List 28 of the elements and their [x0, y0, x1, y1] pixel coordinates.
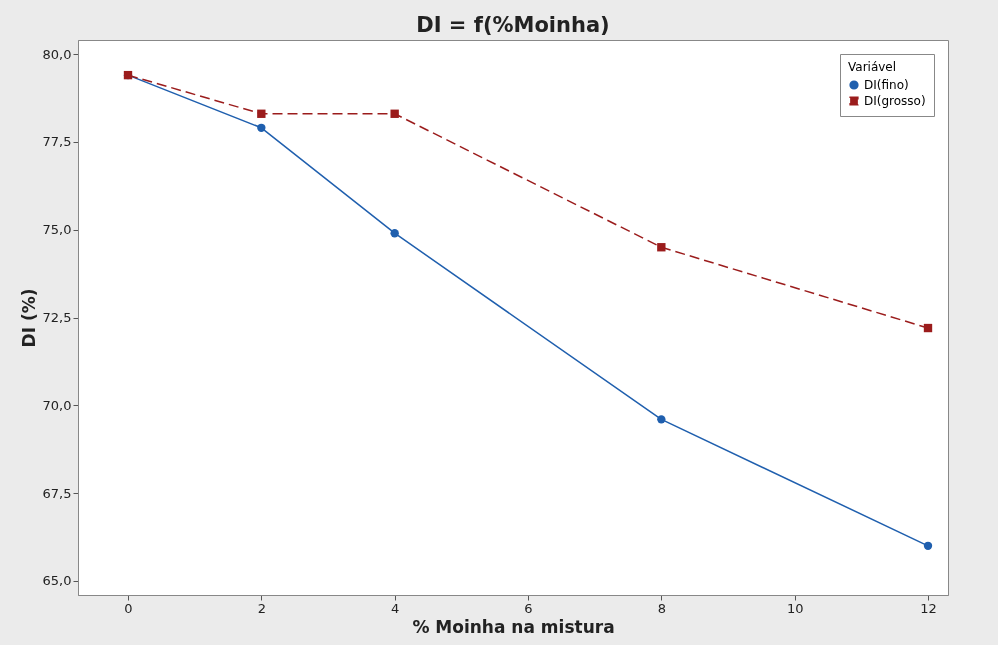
point [657, 243, 666, 252]
x-axis-title: % Moinha na mistura [412, 616, 615, 637]
x-tick-label: 10 [786, 600, 804, 616]
y-axis-title: DI (%) [18, 288, 39, 348]
y-tick-label: 70,0 [42, 397, 72, 413]
legend-label: DI(grosso) [864, 94, 926, 108]
y-tick-label: 67,5 [42, 485, 72, 501]
point [923, 323, 933, 333]
y-tick-label: 77,5 [42, 134, 72, 150]
point [390, 109, 399, 118]
y-tick-label: 72,5 [42, 310, 72, 325]
legend-title: Variável [848, 60, 897, 74]
y-tick-label: 65,0 [42, 573, 72, 589]
chart-title: DI = f(%Moinha) [416, 13, 610, 37]
y-tick-label: 80,0 [42, 46, 72, 62]
x-tick-label: 6 [524, 600, 533, 616]
x-tick-label: 2 [257, 600, 266, 616]
x-tick-label: 4 [391, 600, 400, 616]
x-tick-label: 12 [920, 600, 937, 616]
point [657, 415, 666, 424]
point [923, 541, 933, 550]
x-tick-label: 8 [657, 600, 666, 616]
point [257, 109, 266, 118]
y-tick-label: 75,0 [42, 222, 72, 238]
legend-label: DI(fino) [864, 78, 909, 92]
point [390, 229, 399, 238]
x-tick-label: 0 [124, 600, 133, 616]
point [257, 123, 266, 132]
